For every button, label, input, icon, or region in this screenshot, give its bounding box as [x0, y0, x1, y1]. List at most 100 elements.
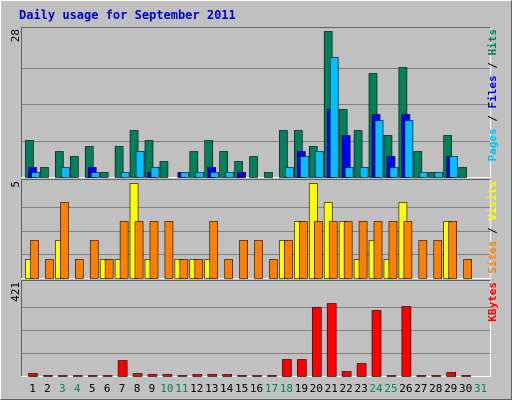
- bar-visits_sites-sites-day-21: [328, 221, 338, 279]
- legend-hits_files_pages: Pages / Files / Hits: [486, 29, 499, 162]
- bar-visits_sites-sites-day-5: [89, 240, 99, 279]
- bar-hits_files_pages-hits-day-14: [219, 151, 228, 178]
- bar-kbytes-kbytes-day-24: [371, 310, 382, 377]
- bar-hits_files_pages-pages-day-13: [210, 172, 220, 178]
- bar-visits_sites-sites-day-19: [299, 221, 308, 279]
- bar-kbytes-kbytes-day-9: [147, 374, 158, 377]
- bar-hits_files_pages-hits-day-27: [413, 151, 423, 178]
- legend-part-visits_sites-2: Visits: [486, 181, 499, 221]
- bar-hits_files_pages-pages-day-24: [374, 120, 384, 178]
- x-tick-label-day-18: 18: [280, 382, 293, 395]
- bar-visits_sites-sites-day-1: [30, 240, 39, 279]
- legend-part-hits_files_pages-2: Files: [486, 75, 499, 108]
- y-max-label-visits_sites: 5: [9, 181, 22, 188]
- bar-kbytes-kbytes-day-2: [43, 375, 53, 377]
- bar-visits_sites-sites-day-30: [463, 259, 472, 279]
- plot-border-dark-visits_sites: [21, 179, 491, 279]
- bar-hits_files_pages-pages-day-7: [120, 172, 130, 178]
- x-tick-label-day-31: 31: [474, 382, 487, 395]
- legend-kbytes: KBytes: [486, 282, 499, 322]
- bar-visits_sites-sites-day-18: [284, 240, 293, 279]
- x-tick-label-day-21: 21: [325, 382, 338, 395]
- bar-hits_files_pages-files-day-15: [237, 172, 246, 178]
- bar-visits_sites-sites-day-20: [313, 221, 323, 279]
- bar-kbytes-kbytes-day-3: [58, 375, 68, 377]
- plot-border-dark-hits_files_pages: [21, 27, 491, 178]
- legend-part-hits_files_pages-0: Pages: [486, 128, 499, 161]
- x-tick-label-day-3: 3: [59, 382, 66, 395]
- bar-kbytes-kbytes-day-23: [356, 363, 367, 377]
- bar-hits_files_pages-hits-day-3: [55, 151, 64, 178]
- x-tick-label-day-20: 20: [310, 382, 323, 395]
- bar-hits_files_pages-pages-day-3: [61, 167, 70, 178]
- x-tick-label-day-27: 27: [414, 382, 427, 395]
- bar-kbytes-kbytes-day-7: [117, 360, 128, 377]
- bar-kbytes-kbytes-day-14: [222, 374, 232, 377]
- bar-visits_sites-sites-day-14: [224, 259, 233, 279]
- bar-visits_sites-sites-day-24: [373, 221, 383, 279]
- bar-kbytes-kbytes-day-28: [431, 375, 442, 377]
- legend-part-hits_files_pages-3: /: [486, 56, 499, 76]
- bar-kbytes-kbytes-day-16: [252, 375, 262, 377]
- bar-kbytes-kbytes-day-17: [267, 375, 277, 377]
- x-tick-label-day-15: 15: [235, 382, 248, 395]
- bar-hits_files_pages-pages-day-8: [135, 151, 145, 178]
- bar-kbytes-kbytes-day-26: [401, 306, 412, 377]
- bar-hits_files_pages-pages-day-29: [449, 156, 458, 178]
- bar-visits_sites-sites-day-25: [388, 221, 398, 279]
- legend-part-kbytes-0: KBytes: [486, 282, 499, 322]
- x-tick-label-day-9: 9: [149, 382, 156, 395]
- bar-hits_files_pages-hits-day-17: [264, 172, 273, 178]
- bar-kbytes-kbytes-day-21: [326, 303, 337, 377]
- bar-kbytes-kbytes-day-4: [73, 375, 83, 377]
- bar-kbytes-kbytes-day-11: [177, 375, 188, 377]
- bar-hits_files_pages-hits-day-16: [249, 156, 258, 178]
- bar-hits_files_pages-hits-day-10: [159, 161, 169, 178]
- bar-visits_sites-sites-day-23: [358, 221, 368, 279]
- bar-hits_files_pages-pages-day-23: [359, 167, 369, 178]
- bar-hits_files_pages-hits-day-7: [114, 146, 124, 178]
- bar-visits_sites-sites-day-17: [269, 259, 278, 279]
- legend-part-hits_files_pages-4: Hits: [486, 29, 499, 56]
- bar-kbytes-kbytes-day-1: [28, 373, 38, 377]
- bar-hits_files_pages-hits-day-23: [353, 130, 363, 178]
- chart-title: Daily usage for September 2011: [19, 8, 236, 22]
- bar-kbytes-kbytes-day-27: [416, 375, 427, 377]
- bar-visits_sites-sites-day-26: [403, 221, 413, 279]
- x-tick-label-day-11: 11: [175, 382, 188, 395]
- bar-kbytes-kbytes-day-29: [446, 372, 456, 377]
- x-tick-label-day-14: 14: [220, 382, 234, 395]
- x-tick-label-day-23: 23: [354, 382, 367, 395]
- x-tick-label-day-4: 4: [74, 382, 81, 395]
- bar-hits_files_pages-pages-day-26: [404, 120, 414, 178]
- bar-visits_sites-sites-day-12: [194, 259, 204, 279]
- x-tick-label-day-19: 19: [295, 382, 308, 395]
- x-tick-label-day-8: 8: [134, 382, 141, 395]
- bar-hits_files_pages-pages-day-22: [344, 167, 354, 178]
- x-tick-label-day-29: 29: [444, 382, 457, 395]
- bar-hits_files_pages-pages-day-5: [90, 172, 100, 178]
- x-tick-label-day-7: 7: [119, 382, 126, 395]
- bar-visits_sites-sites-day-27: [418, 240, 428, 279]
- x-tick-label-day-10: 10: [160, 382, 173, 395]
- bar-hits_files_pages-hits-day-12: [189, 151, 199, 178]
- bar-visits_sites-sites-day-28: [433, 240, 443, 279]
- x-tick-label-day-30: 30: [459, 382, 472, 395]
- bar-hits_files_pages-pages-day-20: [314, 151, 324, 178]
- bar-hits_files_pages-pages-day-25: [389, 167, 399, 178]
- x-tick-label-day-5: 5: [89, 382, 96, 395]
- bar-hits_files_pages-pages-day-1: [31, 172, 40, 178]
- x-tick-label-day-26: 26: [399, 382, 412, 395]
- bar-hits_files_pages-pages-day-28: [434, 172, 444, 178]
- x-tick-label-day-22: 22: [340, 382, 353, 395]
- bar-kbytes-kbytes-day-13: [207, 374, 218, 377]
- bar-visits_sites-sites-day-9: [149, 221, 159, 279]
- bar-kbytes-kbytes-day-10: [162, 374, 173, 377]
- x-tick-label-day-25: 25: [384, 382, 397, 395]
- y-max-label-hits_files_pages: 28: [9, 29, 22, 42]
- x-tick-label-day-16: 16: [250, 382, 263, 395]
- bar-visits_sites-sites-day-6: [104, 259, 114, 279]
- bar-hits_files_pages-pages-day-19: [300, 156, 309, 178]
